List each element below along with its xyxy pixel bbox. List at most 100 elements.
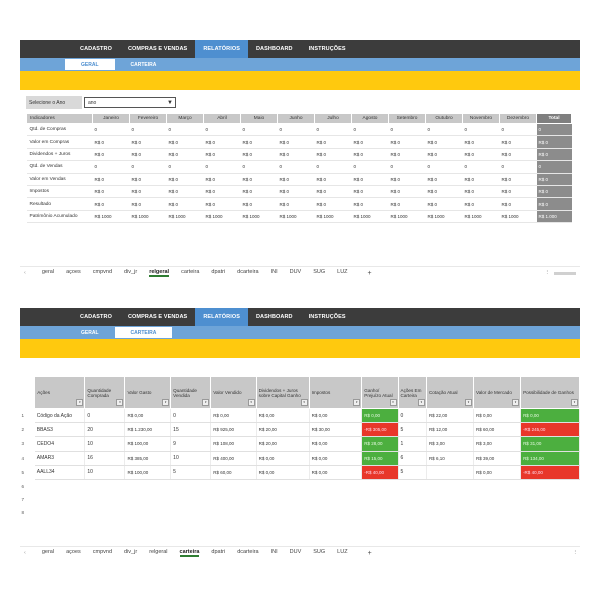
- table-cell[interactable]: R$ 1000: [92, 210, 130, 224]
- table-cell[interactable]: R$ 28,00: [361, 436, 399, 452]
- empty-cell[interactable]: [256, 506, 309, 519]
- table-cell[interactable]: R$ 0,00: [309, 408, 363, 424]
- nav-relatorios[interactable]: RELATÓRIOS: [195, 40, 248, 58]
- add-sheet-icon[interactable]: +: [367, 549, 372, 557]
- table-cell[interactable]: R$ 0: [499, 185, 537, 199]
- empty-cell[interactable]: [398, 479, 426, 493]
- sheet-tab-dcarteira[interactable]: dcarteira: [237, 549, 259, 555]
- table-cell[interactable]: -R$ 245,00: [520, 422, 580, 438]
- table-cell[interactable]: R$ 1000: [462, 210, 500, 224]
- filter-dropdown-icon[interactable]: ▾: [300, 399, 308, 406]
- table-cell[interactable]: R$ 0: [388, 185, 426, 199]
- table-cell[interactable]: R$ 0: [203, 148, 241, 162]
- empty-cell[interactable]: [256, 493, 309, 506]
- table-cell[interactable]: 0: [425, 160, 463, 174]
- table-cell[interactable]: 0: [92, 123, 130, 137]
- sheet-tab-relgeral[interactable]: relgeral: [149, 269, 170, 277]
- table-cell[interactable]: R$ 0: [92, 185, 130, 199]
- year-select[interactable]: ano ▼: [84, 97, 176, 108]
- table-cell[interactable]: R$ 0,00: [256, 451, 310, 466]
- sheet-tab-ini[interactable]: INI: [270, 549, 278, 555]
- table-cell[interactable]: 0: [240, 160, 278, 174]
- nav-cadastro[interactable]: CADASTRO: [80, 46, 112, 52]
- table-cell[interactable]: R$ 0: [425, 197, 463, 211]
- table-cell[interactable]: -R$ 305,00: [361, 422, 399, 438]
- table-cell[interactable]: 0: [129, 160, 167, 174]
- table-cell[interactable]: R$ 1000: [203, 210, 241, 224]
- empty-cell[interactable]: [125, 506, 171, 519]
- empty-cell[interactable]: [211, 506, 256, 519]
- filter-dropdown-icon[interactable]: ▾: [512, 399, 520, 406]
- table-cell[interactable]: R$ 0: [166, 185, 204, 199]
- total-cell[interactable]: 0: [536, 123, 572, 137]
- table-cell[interactable]: R$ 1000: [351, 210, 389, 224]
- table-cell[interactable]: R$ 0: [166, 197, 204, 211]
- table-cell[interactable]: R$ 0: [92, 197, 130, 211]
- table-cell[interactable]: CEDO4: [34, 436, 86, 452]
- table-cell[interactable]: R$ 0: [240, 173, 278, 186]
- sheet-tab-dpatri[interactable]: dpatri: [211, 269, 226, 275]
- empty-cell[interactable]: [474, 493, 521, 506]
- empty-cell[interactable]: [309, 506, 362, 519]
- table-cell[interactable]: R$ 0: [314, 185, 352, 199]
- total-cell[interactable]: R$ 0: [536, 135, 572, 149]
- add-sheet-icon[interactable]: +: [367, 269, 372, 277]
- empty-cell[interactable]: [426, 493, 473, 506]
- table-cell[interactable]: R$ 0: [351, 135, 389, 149]
- table-cell[interactable]: R$ 1000: [129, 210, 167, 224]
- empty-cell[interactable]: [171, 506, 211, 519]
- table-cell[interactable]: R$ 0: [92, 135, 130, 149]
- table-cell[interactable]: R$ 0: [425, 185, 463, 199]
- table-cell[interactable]: R$ 15,00: [361, 451, 399, 466]
- sheet-tab-sug[interactable]: SUG: [313, 269, 326, 275]
- nav-compras-vendas[interactable]: COMPRAS E VENDAS: [127, 314, 188, 320]
- table-cell[interactable]: R$ 0: [499, 148, 537, 162]
- table-cell[interactable]: R$ 0: [129, 197, 167, 211]
- table-cell[interactable]: R$ 0: [351, 148, 389, 162]
- table-cell[interactable]: 0: [499, 160, 537, 174]
- table-cell[interactable]: R$ 0: [92, 148, 130, 162]
- sheet-tab-dcarteira[interactable]: dcarteira: [237, 269, 259, 275]
- table-cell[interactable]: R$ 6,10: [426, 451, 475, 466]
- empty-cell[interactable]: [398, 493, 426, 506]
- table-cell[interactable]: R$ 0,00: [473, 465, 522, 480]
- table-cell[interactable]: R$ 0: [203, 173, 241, 186]
- table-cell[interactable]: R$ 0,00: [361, 408, 399, 424]
- table-cell[interactable]: R$ 1.230,00: [124, 422, 172, 438]
- empty-cell[interactable]: [125, 479, 171, 493]
- table-cell[interactable]: AALL34: [34, 465, 86, 480]
- sheet-tab-a-oes[interactable]: açoes: [66, 269, 81, 275]
- table-cell[interactable]: R$ 0,00: [309, 465, 363, 480]
- filter-dropdown-icon[interactable]: ▾: [353, 399, 361, 406]
- table-cell[interactable]: R$ 0: [388, 197, 426, 211]
- table-cell[interactable]: R$ 0: [351, 185, 389, 199]
- filter-dropdown-icon[interactable]: ▾: [202, 399, 210, 406]
- sheet-tab-luz[interactable]: LUZ: [337, 269, 348, 275]
- table-cell[interactable]: R$ 1000: [166, 210, 204, 224]
- table-cell[interactable]: 16: [84, 451, 126, 466]
- table-cell[interactable]: 0: [203, 123, 241, 137]
- table-cell[interactable]: R$ 0: [314, 197, 352, 211]
- table-cell[interactable]: R$ 100,00: [124, 436, 172, 452]
- table-cell[interactable]: R$ 3,00: [473, 436, 522, 452]
- table-cell[interactable]: 0: [166, 123, 204, 137]
- table-cell[interactable]: R$ 60,00: [473, 422, 522, 438]
- nav-instrucoes[interactable]: INSTRUÇÕES: [308, 314, 346, 320]
- subtab-geral[interactable]: GERAL: [81, 329, 99, 336]
- table-cell[interactable]: 10: [170, 451, 212, 466]
- table-cell[interactable]: 0: [351, 123, 389, 137]
- table-cell[interactable]: R$ 3,00: [426, 436, 475, 452]
- table-cell[interactable]: R$ 22,00: [426, 408, 475, 424]
- table-cell[interactable]: R$ 0,00: [473, 408, 522, 424]
- table-cell[interactable]: R$ 400,00: [210, 451, 257, 466]
- table-cell[interactable]: R$ 0: [351, 173, 389, 186]
- sheet-tab-carteira[interactable]: carteira: [181, 269, 200, 275]
- table-cell[interactable]: -R$ 40,00: [520, 465, 580, 480]
- table-cell[interactable]: R$ 0: [240, 197, 278, 211]
- empty-cell[interactable]: [521, 479, 580, 493]
- table-cell[interactable]: R$ 39,00: [473, 451, 522, 466]
- table-cell[interactable]: R$ 0,00: [256, 408, 310, 424]
- empty-cell[interactable]: [171, 479, 211, 493]
- total-cell[interactable]: R$ 0: [536, 148, 572, 162]
- table-cell[interactable]: 6: [398, 451, 427, 466]
